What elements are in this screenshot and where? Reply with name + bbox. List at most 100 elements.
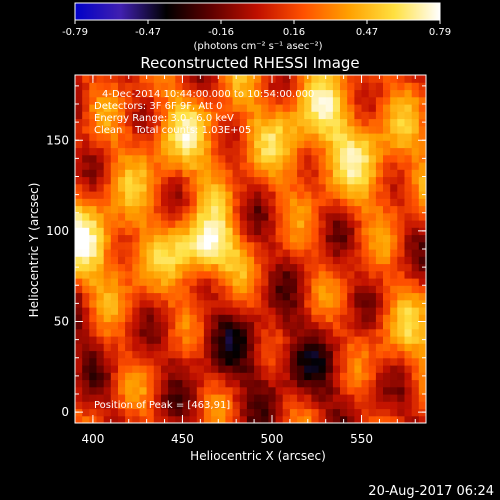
heatmap-cell <box>211 415 219 423</box>
heatmap-cell <box>232 133 241 141</box>
heatmap-cell <box>175 415 184 423</box>
heatmap-cell <box>361 278 370 286</box>
heatmap-cell <box>203 270 212 279</box>
heatmap-cell <box>146 140 155 149</box>
heatmap-cell <box>304 133 312 141</box>
heatmap-cell <box>75 220 83 228</box>
heatmap-cell <box>361 394 370 402</box>
heatmap-cell <box>418 111 426 120</box>
heatmap-cell <box>146 227 155 236</box>
heatmap-cell <box>189 278 198 286</box>
heatmap-cell <box>153 372 162 381</box>
heatmap-cell <box>318 125 327 134</box>
heatmap-cell <box>332 321 341 330</box>
heatmap-cell <box>211 408 219 417</box>
heatmap-cell <box>96 234 105 243</box>
heatmap-cell <box>411 314 420 323</box>
heatmap-cell <box>118 183 126 192</box>
heatmap-cell <box>397 263 406 272</box>
heatmap-cell <box>211 372 219 381</box>
heatmap-cell <box>153 241 162 250</box>
heatmap-cell <box>411 169 420 178</box>
heatmap-cell <box>168 75 176 83</box>
heatmap-cell <box>182 176 191 185</box>
heatmap-cell <box>132 357 141 366</box>
heatmap-cell <box>82 82 90 91</box>
heatmap-cell <box>203 256 212 265</box>
heatmap-cell <box>268 263 277 272</box>
heatmap-cell <box>332 278 341 286</box>
heatmap-cell <box>203 357 212 366</box>
heatmap-cell <box>89 118 98 127</box>
heatmap-cell <box>289 118 298 127</box>
heatmap-cell <box>368 336 377 344</box>
heatmap-cell <box>375 350 384 359</box>
heatmap-cell <box>368 169 377 178</box>
heatmap-cell <box>375 386 384 395</box>
heatmap-cell <box>153 154 162 163</box>
heatmap-cell <box>225 162 234 170</box>
heatmap-cell <box>375 278 384 286</box>
heatmap-cell <box>275 394 284 402</box>
heatmap-cell <box>418 133 426 141</box>
heatmap-cell <box>153 386 162 395</box>
heatmap-cell <box>311 379 320 388</box>
heatmap-cell <box>375 314 384 323</box>
heatmap-cell <box>404 118 413 127</box>
heatmap-cell <box>375 408 384 417</box>
heatmap-cell <box>275 220 284 228</box>
heatmap-cell <box>153 89 162 98</box>
heatmap-cell <box>325 278 334 286</box>
heatmap-cell <box>139 336 148 344</box>
heatmap-cell <box>182 234 191 243</box>
heatmap-cell <box>275 278 284 286</box>
heatmap-cell <box>118 307 126 315</box>
heatmap-cell <box>297 336 305 344</box>
heatmap-cell <box>375 234 384 243</box>
heatmap-cell <box>325 263 334 272</box>
heatmap-cell <box>318 394 327 402</box>
heatmap-cell <box>368 162 377 170</box>
heatmap-cell <box>354 256 363 265</box>
heatmap-cell <box>75 292 83 301</box>
heatmap-cell <box>354 270 363 279</box>
heatmap-cell <box>175 365 184 373</box>
heatmap-cell <box>89 336 98 344</box>
heatmap-cell <box>189 140 198 149</box>
heatmap-cell <box>268 96 277 105</box>
heatmap-cell <box>304 191 312 199</box>
heatmap-cell <box>289 191 298 199</box>
heatmap-cell <box>397 249 406 257</box>
heatmap-cell <box>232 234 241 243</box>
heatmap-cell <box>139 205 148 214</box>
heatmap-cell <box>239 220 248 228</box>
heatmap-cell <box>75 415 83 423</box>
heatmap-cell <box>182 299 191 308</box>
heatmap-cell <box>125 191 133 199</box>
heatmap-cell <box>383 140 391 149</box>
heatmap-cell <box>168 191 176 199</box>
heatmap-cell <box>297 357 305 366</box>
heatmap-cell <box>383 125 391 134</box>
heatmap-cell <box>182 314 191 323</box>
heatmap-cell <box>368 328 377 337</box>
heatmap-cell <box>411 140 420 149</box>
heatmap-cell <box>82 75 90 83</box>
heatmap-cell <box>196 234 205 243</box>
heatmap-cell <box>182 394 191 402</box>
heatmap-cell <box>390 147 398 156</box>
heatmap-cell <box>289 162 298 170</box>
heatmap-cell <box>261 365 269 373</box>
heatmap-cell <box>175 133 184 141</box>
heatmap-cell <box>261 314 269 323</box>
heatmap-cell <box>182 162 191 170</box>
heatmap-cell <box>411 343 420 352</box>
heatmap-cell <box>347 328 355 337</box>
heatmap-cell <box>254 111 262 120</box>
heatmap-cell <box>118 198 126 207</box>
heatmap-cell <box>96 343 105 352</box>
heatmap-cell <box>361 104 370 112</box>
heatmap-cell <box>304 241 312 250</box>
heatmap-cell <box>404 314 413 323</box>
heatmap-cell <box>96 154 105 163</box>
